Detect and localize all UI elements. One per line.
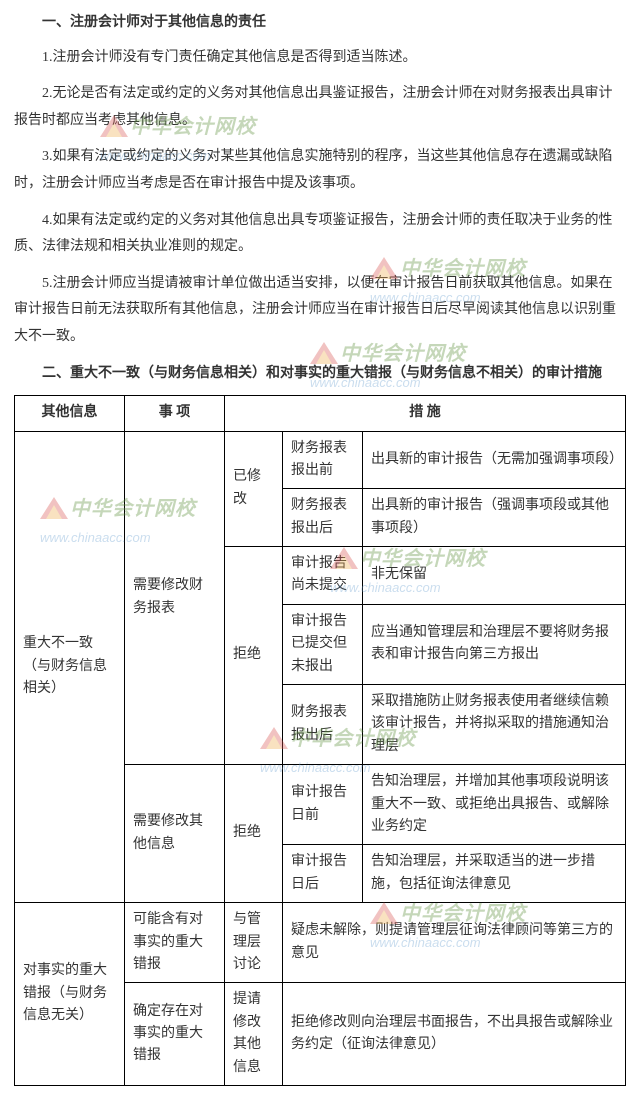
cell: 应当通知管理层和治理层不要将财务报表和审计报告向第三方报出	[363, 604, 626, 684]
cell: 告知治理层，并增加其他事项段说明该重大不一致、或拒绝出具报告、或解除业务约定	[363, 765, 626, 845]
para: 1.注册会计师没有专门责任确定其他信息是否得到适当陈述。	[14, 45, 626, 72]
cell: 已修改	[225, 431, 283, 547]
cell: 拒绝修改则向治理层书面报告，不出具报告或解除业务约定（征询法律意见）	[283, 983, 626, 1086]
measures-table: 其他信息 事 项 措 施 重大不一致（与财务信息相关） 需要修改财务报表 已修改…	[14, 395, 626, 1086]
cell: 与管理层讨论	[225, 903, 283, 983]
para: 4.如果有法定或约定的义务对其他信息出具专项鉴证报告，注册会计师的责任取决于业务…	[14, 208, 626, 261]
cell: 重大不一致（与财务信息相关）	[15, 431, 125, 903]
cell: 非无保留	[363, 547, 626, 605]
cell: 疑虑未解除，则提请管理层征询法律顾问等第三方的意见	[283, 903, 626, 983]
cell: 审计报告已提交但未报出	[283, 604, 363, 684]
cell: 采取措施防止财务报表使用者继续信赖该审计报告，并将拟采取的措施通知治理层	[363, 685, 626, 765]
cell: 可能含有对事实的重大错报	[125, 903, 225, 983]
cell: 审计报告日后	[283, 845, 363, 903]
para: 5.注册会计师应当提请被审计单位做出适当安排，以便在审计报告日前获取其他信息。如…	[14, 271, 626, 351]
cell: 确定存在对事实的重大错报	[125, 983, 225, 1086]
cell: 财务报表报出后	[283, 489, 363, 547]
cell: 审计报告尚未提交	[283, 547, 363, 605]
section2-heading: 二、重大不一致（与财务信息相关）和对事实的重大错报（与财务信息不相关）的审计措施	[14, 361, 626, 388]
col-header: 措 施	[225, 396, 626, 431]
para: 3.如果有法定或约定的义务对某些其他信息实施特别的程序，当这些其他信息存在遗漏或…	[14, 144, 626, 197]
table-row: 对事实的重大错报（与财务信息无关） 可能含有对事实的重大错报 与管理层讨论 疑虑…	[15, 903, 626, 983]
col-header: 其他信息	[15, 396, 125, 431]
cell: 拒绝	[225, 765, 283, 903]
table-header-row: 其他信息 事 项 措 施	[15, 396, 626, 431]
cell: 提请修改其他信息	[225, 983, 283, 1086]
cell: 拒绝	[225, 547, 283, 765]
cell: 出具新的审计报告（无需加强调事项段）	[363, 431, 626, 489]
para: 2.无论是否有法定或约定的义务对其他信息出具鉴证报告，注册会计师在对财务报表出具…	[14, 81, 626, 134]
cell: 需要修改财务报表	[125, 431, 225, 765]
cell: 需要修改其他信息	[125, 765, 225, 903]
cell: 审计报告日前	[283, 765, 363, 845]
section1-heading: 一、注册会计师对于其他信息的责任	[14, 10, 626, 37]
cell: 告知治理层，并采取适当的进一步措施，包括征询法律意见	[363, 845, 626, 903]
cell: 对事实的重大错报（与财务信息无关）	[15, 903, 125, 1086]
cell: 财务报表报出前	[283, 431, 363, 489]
cell: 出具新的审计报告（强调事项段或其他事项段）	[363, 489, 626, 547]
col-header: 事 项	[125, 396, 225, 431]
cell: 财务报表报出后	[283, 685, 363, 765]
table-row: 重大不一致（与财务信息相关） 需要修改财务报表 已修改 财务报表报出前 出具新的…	[15, 431, 626, 489]
